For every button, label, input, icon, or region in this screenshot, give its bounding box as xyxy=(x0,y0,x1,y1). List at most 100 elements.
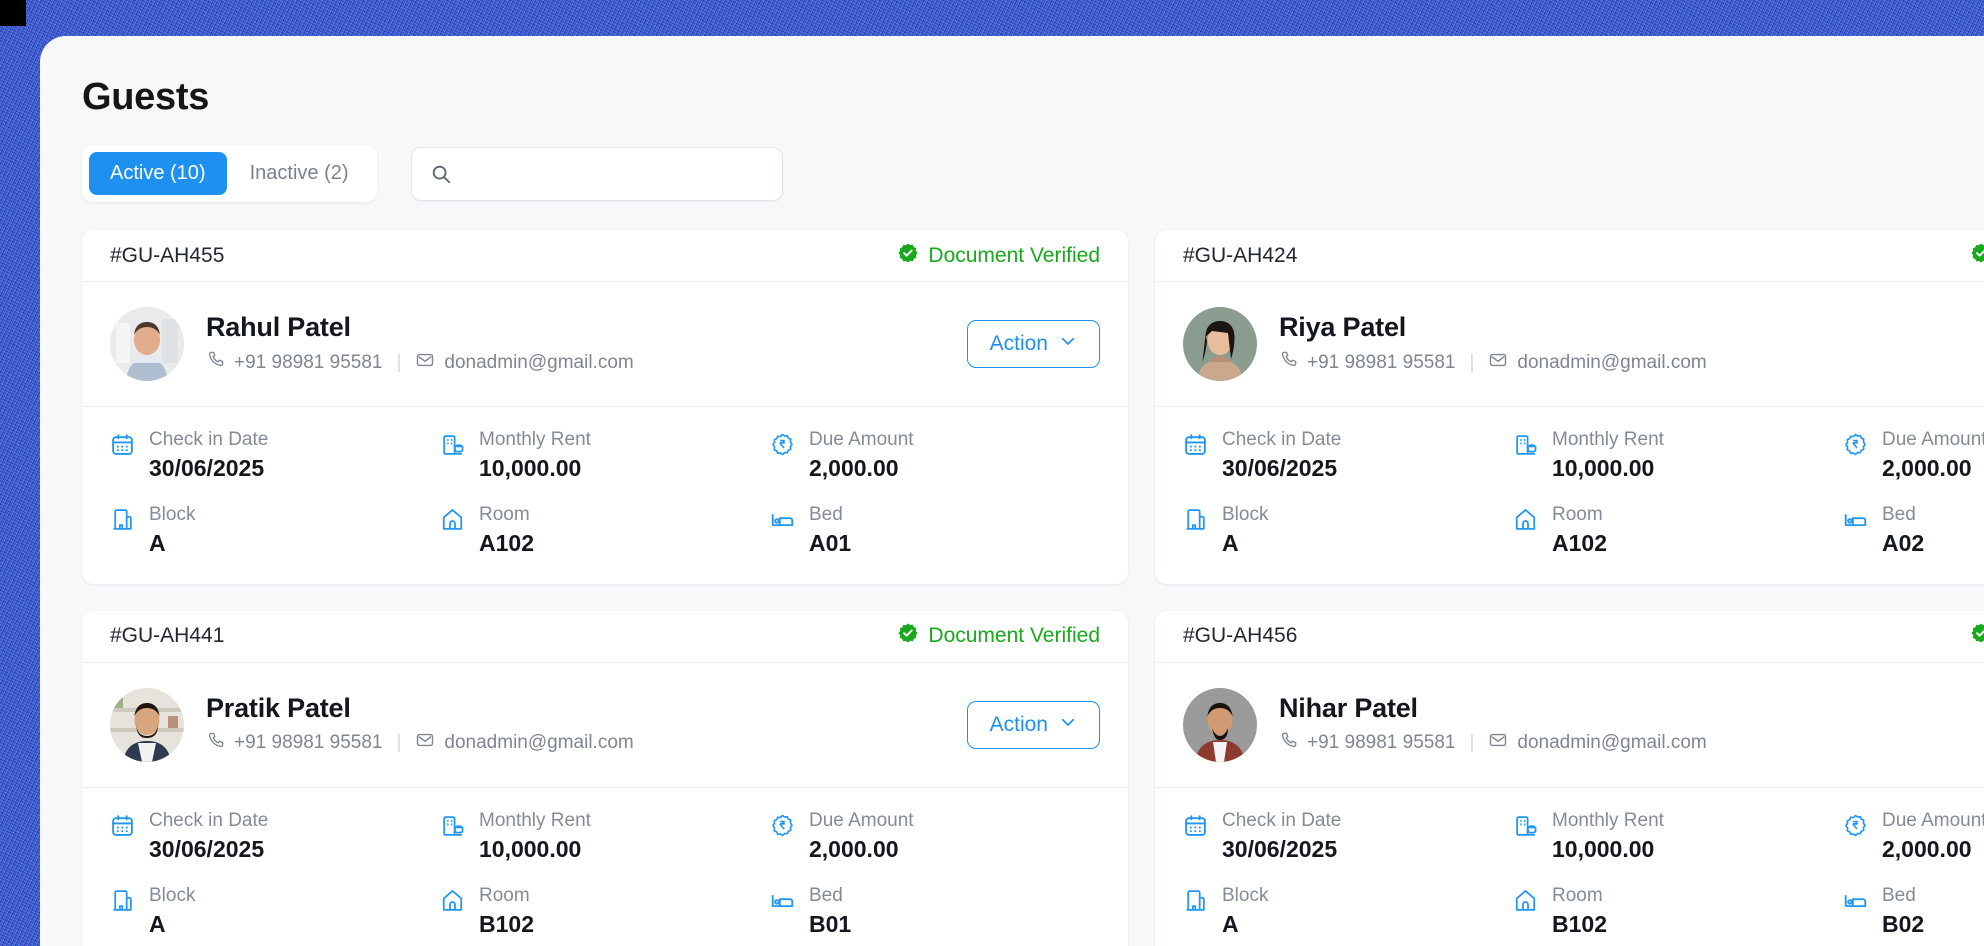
detail-block: Block A xyxy=(110,504,440,557)
detail-monthly-rent: Monthly Rent 10,000.00 xyxy=(1513,810,1843,863)
detail-due-amount: Due Amount 2,000.00 xyxy=(770,810,1100,863)
avatar xyxy=(1183,687,1257,762)
verified-check-icon xyxy=(897,622,919,650)
detail-value: A xyxy=(149,910,166,937)
corner-marker xyxy=(0,0,26,26)
status-filter-tabs[interactable]: Active (10) Inactive (2) xyxy=(82,145,377,202)
detail-label: Due Amount xyxy=(809,809,914,831)
detail-value: 10,000.00 xyxy=(1552,454,1655,481)
detail-room: Room B102 xyxy=(1513,885,1843,938)
envelope-icon xyxy=(415,730,435,756)
detail-label: Bed xyxy=(809,885,843,907)
verified-check-icon xyxy=(1970,622,1984,650)
tab-inactive[interactable]: Inactive (2) xyxy=(229,152,370,195)
detail-bed: Bed B01 xyxy=(770,885,1100,938)
rupee-badge-icon xyxy=(1843,432,1869,457)
tab-active[interactable]: Active (10) xyxy=(89,152,227,195)
guest-card[interactable]: #GU-AH424 Document Verified xyxy=(1155,230,1984,584)
detail-block: Block A xyxy=(1183,885,1513,938)
home-icon xyxy=(1513,507,1539,532)
detail-value: B01 xyxy=(809,910,852,937)
building-icon xyxy=(1183,507,1209,532)
card-header: #GU-AH455 Document Verified xyxy=(82,230,1128,282)
envelope-icon xyxy=(1488,730,1508,756)
detail-value: 10,000.00 xyxy=(479,835,582,862)
contact-divider: | xyxy=(1469,732,1475,754)
detail-value: B102 xyxy=(1552,910,1607,937)
guest-phone-text: +91 98981 95581 xyxy=(1307,732,1456,754)
home-icon xyxy=(1513,888,1539,913)
detail-label: Room xyxy=(1552,885,1603,907)
detail-label: Bed xyxy=(809,504,843,526)
guest-info: Riya Patel +91 98981 95581 | xyxy=(1279,312,1984,375)
building-money-icon xyxy=(1513,432,1539,457)
detail-value: 2,000.00 xyxy=(1882,454,1972,481)
guest-code: #GU-AH424 xyxy=(1183,243,1298,267)
detail-value: 2,000.00 xyxy=(809,835,899,862)
detail-label: Bed xyxy=(1882,885,1916,907)
guest-contacts: +91 98981 95581 | donadmin@gmail.com xyxy=(206,350,967,376)
chevron-down-icon xyxy=(1059,332,1077,356)
building-money-icon xyxy=(440,432,466,457)
search-box[interactable] xyxy=(410,146,783,201)
avatar xyxy=(110,687,184,762)
detail-label: Due Amount xyxy=(1882,809,1984,831)
detail-value: 30/06/2025 xyxy=(149,454,265,481)
action-button[interactable]: Action xyxy=(966,320,1100,368)
bed-icon xyxy=(770,888,796,913)
detail-check-in-date: Check in Date 30/06/2025 xyxy=(1183,429,1513,482)
detail-label: Check in Date xyxy=(1222,429,1342,450)
detail-label: Room xyxy=(479,885,530,907)
guest-name: Riya Patel xyxy=(1279,312,1407,343)
rupee-badge-icon xyxy=(1843,813,1869,838)
guest-contacts: +91 98981 95581 | donadmin@gmail.com xyxy=(206,730,967,756)
detail-label: Block xyxy=(1222,504,1269,526)
detail-label: Check in Date xyxy=(149,429,269,450)
detail-check-in-date: Check in Date 30/06/2025 xyxy=(110,810,440,863)
envelope-icon xyxy=(1488,350,1508,376)
status-badge: Document Verified xyxy=(897,622,1100,650)
guest-card[interactable]: #GU-AH456 Document Verified xyxy=(1155,610,1984,946)
status-badge: Document Verified xyxy=(897,242,1100,270)
card-header: #GU-AH441 Document Verified xyxy=(82,611,1128,663)
detail-check-in-date: Check in Date 30/06/2025 xyxy=(1183,810,1513,863)
search-input[interactable] xyxy=(451,162,782,185)
guest-email: donadmin@gmail.com xyxy=(1488,730,1707,756)
action-button-label: Action xyxy=(989,332,1048,355)
detail-value: A02 xyxy=(1882,530,1925,557)
home-icon xyxy=(440,507,466,532)
guest-info: Rahul Patel +91 98981 95581 | xyxy=(206,312,967,375)
bed-icon xyxy=(1843,888,1869,913)
search-icon xyxy=(430,163,452,185)
detail-monthly-rent: Monthly Rent 10,000.00 xyxy=(440,810,770,863)
detail-label: Due Amount xyxy=(809,429,914,450)
guest-cards-grid: #GU-AH455 Document Verified xyxy=(82,230,1984,946)
rupee-badge-icon xyxy=(770,813,796,838)
guest-phone: +91 98981 95581 xyxy=(1279,350,1455,375)
guest-identity-row: Riya Patel +91 98981 95581 | xyxy=(1155,282,1984,407)
card-header: #GU-AH424 Document Verified xyxy=(1155,230,1984,282)
detail-block: Block A xyxy=(1183,504,1513,557)
guest-details-grid: Check in Date 30/06/2025 xyxy=(1155,407,1984,584)
action-button[interactable]: Action xyxy=(966,700,1100,749)
guest-identity-row: Pratik Patel +91 98981 95581 | xyxy=(82,663,1128,788)
guest-email: donadmin@gmail.com xyxy=(1488,350,1707,376)
detail-label: Block xyxy=(149,885,196,907)
detail-value: 2,000.00 xyxy=(809,454,899,481)
app-panel: Guests Active (10) Inactive (2) #GU-AH45… xyxy=(40,36,1984,946)
detail-value: B102 xyxy=(479,910,534,937)
guest-email-text: donadmin@gmail.com xyxy=(1517,732,1707,754)
guest-email: donadmin@gmail.com xyxy=(415,350,634,376)
guest-card[interactable]: #GU-AH455 Document Verified xyxy=(82,230,1128,584)
detail-bed: Bed A01 xyxy=(770,504,1100,557)
detail-check-in-date: Check in Date 30/06/2025 xyxy=(110,429,440,482)
calendar-icon xyxy=(1183,813,1209,838)
guest-identity-row: Nihar Patel +91 98981 95581 | xyxy=(1155,663,1984,788)
guest-phone: +91 98981 95581 xyxy=(206,731,382,756)
avatar xyxy=(1183,307,1257,381)
detail-label: Check in Date xyxy=(149,809,269,831)
bed-icon xyxy=(770,507,796,532)
detail-label: Monthly Rent xyxy=(479,429,591,450)
guest-phone-text: +91 98981 95581 xyxy=(234,732,383,754)
guest-card[interactable]: #GU-AH441 Document Verified xyxy=(82,610,1128,946)
